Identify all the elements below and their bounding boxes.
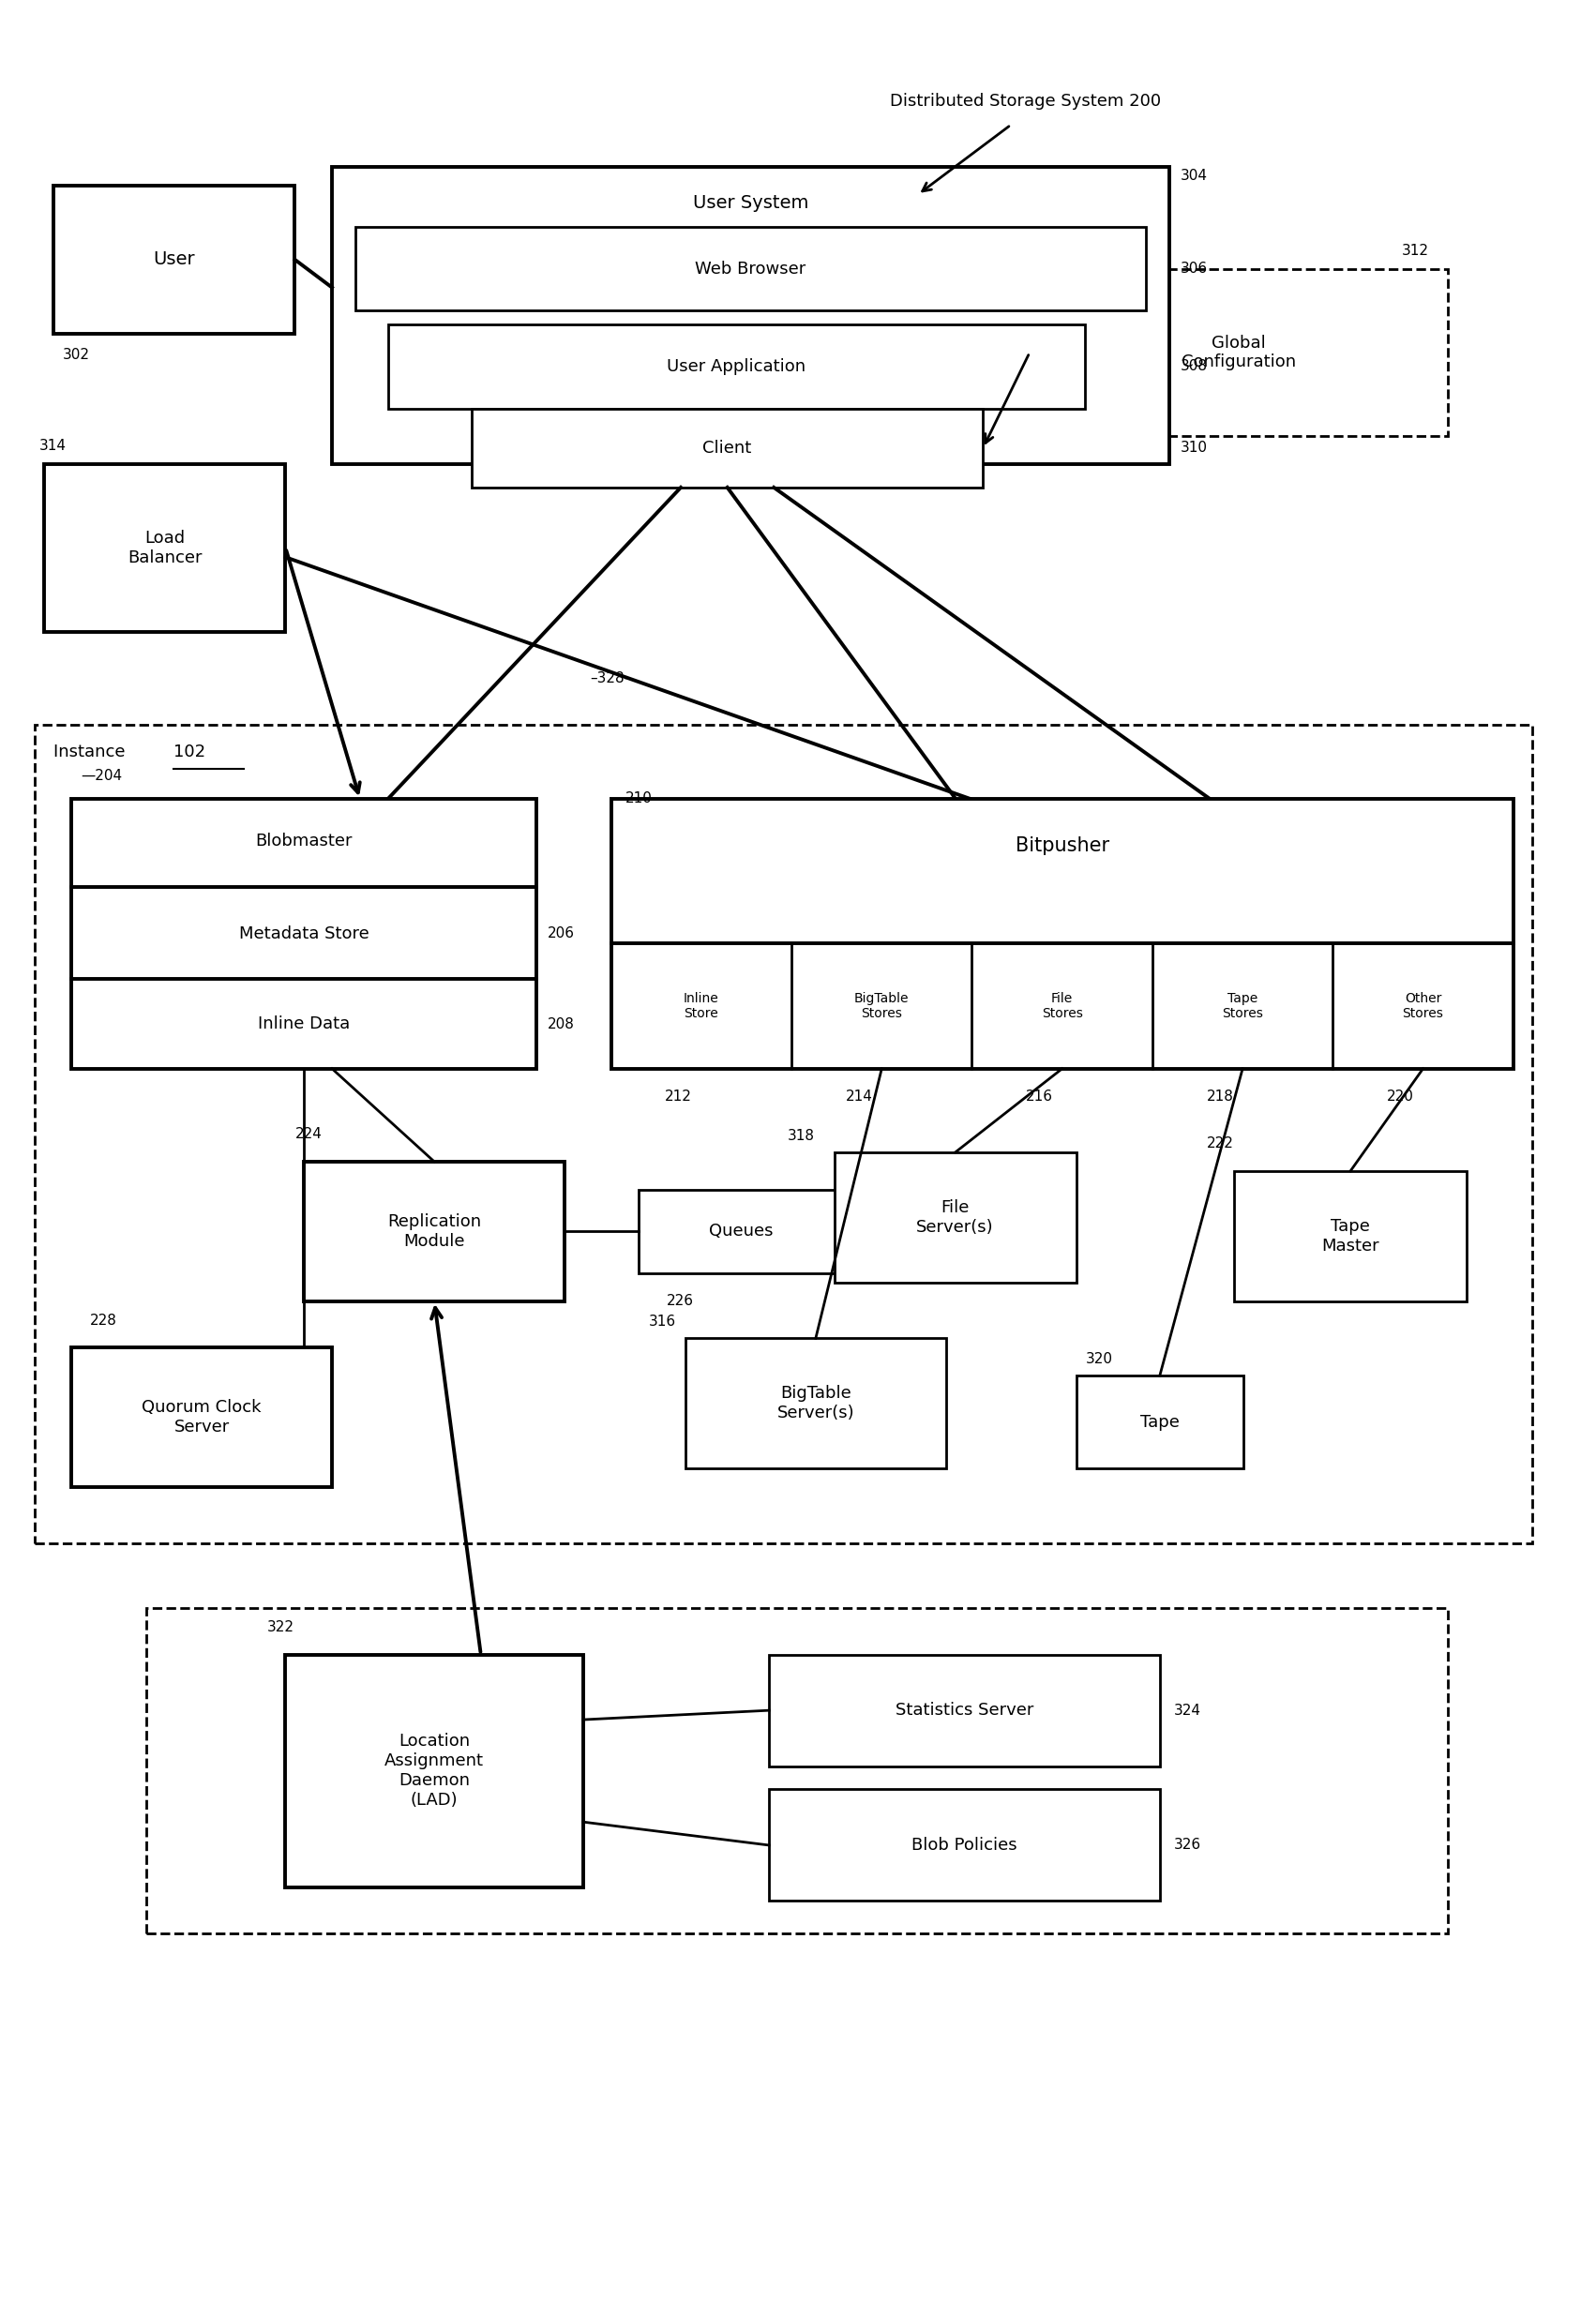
- Text: BigTable
Stores: BigTable Stores: [854, 991, 910, 1021]
- Text: –328–: –328–: [591, 671, 632, 685]
- Text: BigTable
Server(s): BigTable Server(s): [777, 1384, 854, 1421]
- Text: 220: 220: [1387, 1088, 1414, 1104]
- Text: 304: 304: [1181, 169, 1208, 183]
- Text: 306: 306: [1181, 262, 1208, 275]
- Text: Queues: Queues: [709, 1222, 774, 1241]
- Text: 322: 322: [267, 1620, 294, 1634]
- Text: 310: 310: [1181, 440, 1208, 456]
- Bar: [35, 725, 1532, 1544]
- Text: 320: 320: [1085, 1352, 1112, 1366]
- Bar: [769, 1789, 1160, 1901]
- Text: 314: 314: [38, 440, 67, 454]
- Text: 324: 324: [1173, 1704, 1200, 1718]
- Text: 318: 318: [788, 1130, 816, 1144]
- Bar: [356, 227, 1146, 310]
- Text: Metadata Store: Metadata Store: [239, 926, 369, 942]
- Bar: [53, 185, 295, 333]
- Bar: [1076, 1375, 1243, 1468]
- Text: File
Stores: File Stores: [1042, 991, 1082, 1021]
- Bar: [471, 407, 983, 488]
- Text: Replication
Module: Replication Module: [388, 1213, 482, 1250]
- Text: Instance: Instance: [53, 743, 131, 759]
- Bar: [1234, 1171, 1467, 1301]
- Bar: [769, 1655, 1160, 1766]
- Text: User Application: User Application: [667, 359, 806, 375]
- Text: 212: 212: [666, 1088, 693, 1104]
- Text: 216: 216: [1026, 1088, 1053, 1104]
- Text: 102: 102: [174, 743, 206, 759]
- Text: 210: 210: [626, 792, 653, 806]
- Text: Web Browser: Web Browser: [696, 262, 806, 278]
- Text: 302: 302: [62, 347, 89, 361]
- Text: 316: 316: [648, 1315, 675, 1329]
- Text: Tape: Tape: [1140, 1414, 1179, 1431]
- Text: 222: 222: [1207, 1137, 1234, 1151]
- Bar: [835, 1153, 1076, 1283]
- Text: Quorum Clock
Server: Quorum Clock Server: [142, 1398, 262, 1435]
- Text: Statistics Server: Statistics Server: [895, 1702, 1034, 1718]
- Bar: [305, 1162, 565, 1301]
- Text: 312: 312: [1401, 243, 1428, 257]
- Bar: [388, 324, 1085, 407]
- Text: Tape
Stores: Tape Stores: [1223, 991, 1262, 1021]
- Text: 228: 228: [91, 1313, 117, 1326]
- Bar: [286, 1655, 583, 1887]
- Text: 208: 208: [547, 1016, 575, 1030]
- Text: Blob Policies: Blob Policies: [911, 1836, 1017, 1854]
- Bar: [43, 465, 286, 632]
- Bar: [145, 1609, 1448, 1933]
- Text: Global
Configuration: Global Configuration: [1181, 333, 1296, 370]
- Text: User: User: [153, 250, 195, 269]
- Bar: [1029, 269, 1448, 435]
- Text: 206: 206: [547, 926, 575, 940]
- Text: 226: 226: [667, 1294, 694, 1308]
- Text: Blobmaster: Blobmaster: [255, 833, 353, 850]
- Text: User System: User System: [693, 194, 809, 213]
- Text: —204: —204: [81, 769, 123, 782]
- Text: Distributed Storage System 200: Distributed Storage System 200: [891, 93, 1162, 109]
- Text: Other
Stores: Other Stores: [1403, 991, 1443, 1021]
- Bar: [611, 799, 1513, 1070]
- Text: 326: 326: [1173, 1838, 1202, 1852]
- Text: Load
Balancer: Load Balancer: [128, 530, 203, 567]
- Text: Location
Assignment
Daemon
(LAD): Location Assignment Daemon (LAD): [385, 1734, 484, 1808]
- Bar: [685, 1338, 946, 1468]
- Text: 224: 224: [295, 1127, 322, 1141]
- Bar: [72, 799, 536, 1070]
- Text: 214: 214: [846, 1088, 873, 1104]
- Text: 218: 218: [1207, 1088, 1234, 1104]
- Text: File
Server(s): File Server(s): [916, 1199, 994, 1236]
- Bar: [72, 1347, 332, 1486]
- Text: 308: 308: [1181, 359, 1208, 373]
- Text: Bitpusher: Bitpusher: [1015, 836, 1109, 854]
- Text: Tape
Master: Tape Master: [1321, 1218, 1379, 1255]
- Bar: [638, 1190, 844, 1273]
- Text: Client: Client: [702, 440, 752, 456]
- Bar: [332, 167, 1170, 465]
- Text: Inline Data: Inline Data: [259, 1016, 350, 1032]
- Text: Inline
Store: Inline Store: [683, 991, 718, 1021]
